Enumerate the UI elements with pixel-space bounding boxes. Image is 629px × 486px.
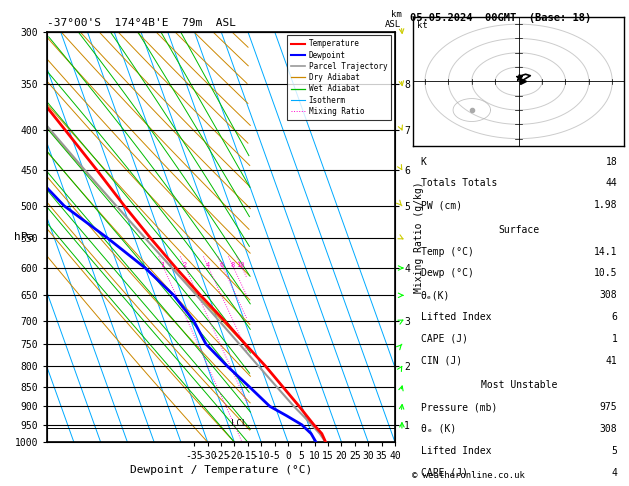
Text: 975: 975 (599, 402, 617, 412)
Text: 1: 1 (160, 262, 165, 268)
Text: Lifted Index: Lifted Index (421, 312, 491, 322)
Legend: Temperature, Dewpoint, Parcel Trajectory, Dry Adiabat, Wet Adiabat, Isotherm, Mi: Temperature, Dewpoint, Parcel Trajectory… (287, 35, 391, 120)
Text: 44: 44 (606, 178, 617, 189)
X-axis label: Dewpoint / Temperature (°C): Dewpoint / Temperature (°C) (130, 466, 312, 475)
Text: Totals Totals: Totals Totals (421, 178, 497, 189)
Text: 6: 6 (611, 312, 617, 322)
Text: © weatheronline.co.uk: © weatheronline.co.uk (412, 471, 525, 480)
Text: Pressure (mb): Pressure (mb) (421, 402, 497, 412)
Text: LCL: LCL (231, 419, 247, 428)
Text: 6: 6 (220, 262, 224, 268)
Text: K: K (421, 156, 426, 167)
Text: CAPE (J): CAPE (J) (421, 334, 467, 344)
Text: km
ASL: km ASL (385, 10, 401, 29)
Text: 1: 1 (611, 334, 617, 344)
Text: 2: 2 (182, 262, 186, 268)
Text: 4: 4 (611, 468, 617, 478)
Text: kt: kt (418, 21, 428, 30)
Text: 308: 308 (599, 424, 617, 434)
Text: θₑ(K): θₑ(K) (421, 290, 450, 300)
Text: Most Unstable: Most Unstable (481, 380, 557, 390)
Text: CAPE (J): CAPE (J) (421, 468, 467, 478)
Text: 1.98: 1.98 (594, 200, 617, 210)
Text: 5: 5 (611, 446, 617, 456)
Text: PW (cm): PW (cm) (421, 200, 462, 210)
Text: Dewp (°C): Dewp (°C) (421, 268, 474, 278)
Text: 05.05.2024  00GMT  (Base: 18): 05.05.2024 00GMT (Base: 18) (410, 13, 591, 23)
Text: 18: 18 (606, 156, 617, 167)
Text: hPa: hPa (14, 232, 35, 242)
Text: 41: 41 (606, 356, 617, 366)
Text: 14.1: 14.1 (594, 246, 617, 257)
Y-axis label: Mixing Ratio (g/kg): Mixing Ratio (g/kg) (414, 181, 424, 293)
Text: -37°00'S  174°4B'E  79m  ASL: -37°00'S 174°4B'E 79m ASL (47, 18, 236, 28)
Text: 10: 10 (237, 262, 245, 268)
Text: CIN (J): CIN (J) (421, 356, 462, 366)
Text: Lifted Index: Lifted Index (421, 446, 491, 456)
Text: 8: 8 (230, 262, 235, 268)
Text: θₑ (K): θₑ (K) (421, 424, 456, 434)
Text: Temp (°C): Temp (°C) (421, 246, 474, 257)
Text: 10.5: 10.5 (594, 268, 617, 278)
Text: Surface: Surface (498, 225, 540, 235)
Text: 4: 4 (205, 262, 209, 268)
Text: 308: 308 (599, 290, 617, 300)
